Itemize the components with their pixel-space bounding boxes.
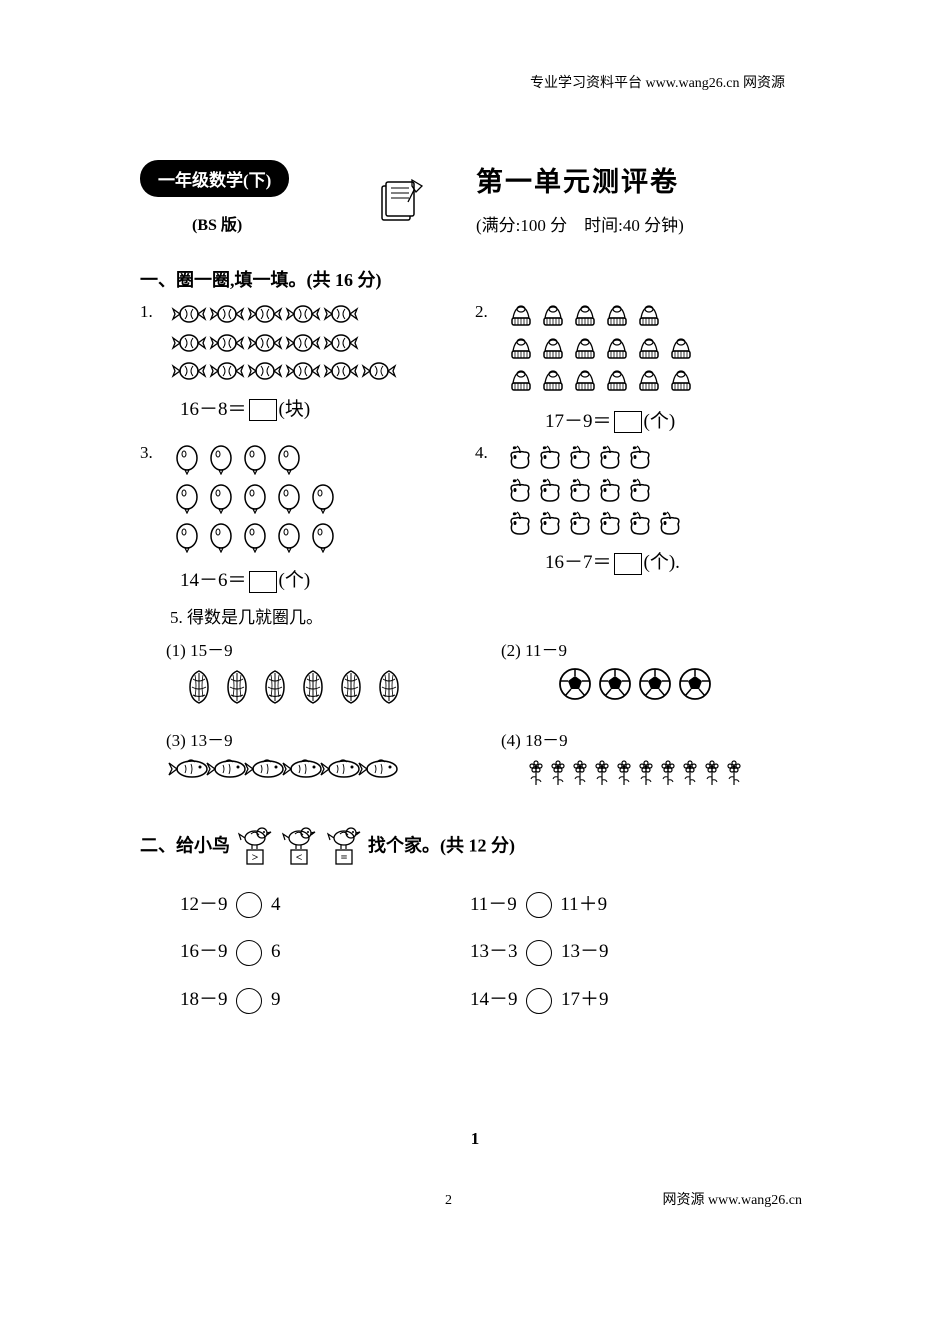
cabbage-row <box>180 667 475 712</box>
compare-grid: 12－9 4 11－9 11＋9 16－9 6 13－3 13－9 18－9 9… <box>180 889 810 1014</box>
answer-blank[interactable] <box>249 399 277 421</box>
expr-r: 14－9 <box>470 989 518 1010</box>
ball-row <box>555 667 810 706</box>
compare-blank[interactable] <box>526 940 552 966</box>
expr-rr: 11＋9 <box>560 894 607 915</box>
section2-heading: 二、给小鸟 > < = 找个家。(共 12 分) <box>140 824 810 871</box>
expr-lr: 4 <box>271 894 281 915</box>
meta-info: (满分:100 分 时间:40 分钟) <box>476 211 684 236</box>
svg-text:=: = <box>340 850 347 864</box>
unit: (个). <box>644 552 680 573</box>
sub-label: (3) 13－9 <box>166 726 475 751</box>
answer-blank[interactable] <box>249 571 277 593</box>
unit: (个) <box>644 411 676 432</box>
answer-blank[interactable] <box>614 553 642 575</box>
expr-lr: 9 <box>271 989 281 1010</box>
worksheet-content: 一年级数学(下) (BS 版) 第一单元测评卷 (满分:100 分 时间:40 … <box>140 160 810 1032</box>
q5-2: (2) 11－9 <box>475 636 810 712</box>
eq-text: 16－7＝ <box>545 552 612 573</box>
heading-post: 找个家。(共 12 分) <box>368 835 515 855</box>
expr-rr: 17＋9 <box>561 989 609 1010</box>
expr-rr: 13－9 <box>561 941 609 962</box>
q1: 1. 16－8＝ (块) <box>140 302 475 433</box>
q3: 3. 14－6＝ (个) <box>140 443 475 592</box>
q5-3: (3) 13－9 <box>140 726 475 792</box>
expr-r: 13－3 <box>470 941 518 962</box>
q5-heading: 5. 得数是几就圈几。 <box>170 603 810 628</box>
header-source: 专业学习资料平台 www.wang26.cn 网资源 <box>530 72 785 92</box>
svg-text:>: > <box>251 850 258 864</box>
bird-gt-icon: > <box>237 824 273 871</box>
footer-source: 网资源 www.wang26.cn <box>663 1189 802 1209</box>
flower-row <box>525 757 810 792</box>
answer-blank[interactable] <box>614 411 642 433</box>
q5-row-3-4: (3) 13－9 (4) 18－9 <box>140 726 810 792</box>
candy-grid <box>170 302 398 388</box>
book-icon <box>378 178 428 229</box>
apple-grid <box>505 443 685 541</box>
expr-lr: 6 <box>271 941 281 962</box>
version-label: (BS 版) <box>192 211 370 235</box>
unit-title: 第一单元测评卷 <box>476 160 684 199</box>
heading-pre: 二、给小鸟 <box>140 835 230 855</box>
expr-l: 12－9 <box>180 894 228 915</box>
q5-row-1-2: (1) 15－9 (2) 11－9 <box>140 636 810 712</box>
q-num: 4. <box>475 443 501 463</box>
q-num: 2. <box>475 302 501 322</box>
bird-eq-icon: = <box>326 824 362 871</box>
grade-badge: 一年级数学(下) <box>140 160 289 197</box>
compare-blank[interactable] <box>236 892 262 918</box>
q1-eq: 16－8＝ (块) <box>180 394 475 422</box>
balloon-grid <box>170 443 340 559</box>
q-row-3-4: 3. 14－6＝ (个) 4. 16－7＝ (个). <box>140 443 810 592</box>
compare-blank[interactable] <box>236 940 262 966</box>
unit: (块) <box>279 399 311 420</box>
eq-text: 17－9＝ <box>545 411 612 432</box>
footer-page: 2 <box>445 1193 452 1209</box>
sub-label: (1) 15－9 <box>166 636 475 661</box>
q3-eq: 14－6＝ (个) <box>180 565 475 593</box>
sub-label: (2) 11－9 <box>501 636 810 661</box>
bird-lt-icon: < <box>281 824 317 871</box>
q5-1: (1) 15－9 <box>140 636 475 712</box>
title-row: 一年级数学(下) (BS 版) 第一单元测评卷 (满分:100 分 时间:40 … <box>140 160 810 236</box>
q4-eq: 16－7＝ (个). <box>545 547 810 575</box>
eq-text: 14－6＝ <box>180 570 247 591</box>
q5-4: (4) 18－9 <box>475 726 810 792</box>
eq-text: 16－8＝ <box>180 399 247 420</box>
unit: (个) <box>279 570 311 591</box>
shuttle-grid <box>505 302 697 400</box>
q2-eq: 17－9＝ (个) <box>545 406 810 434</box>
comp-row: 16－9 6 13－3 13－9 <box>180 936 810 966</box>
expr-r: 11－9 <box>470 894 517 915</box>
comp-row: 18－9 9 14－9 17＋9 <box>180 984 810 1014</box>
section1-heading: 一、圈一圈,填一填。(共 16 分) <box>140 266 810 292</box>
q-row-1-2: 1. 16－8＝ (块) 2. 17－9＝ (个) <box>140 302 810 433</box>
title-main: 第一单元测评卷 (满分:100 分 时间:40 分钟) <box>476 160 684 236</box>
q2: 2. 17－9＝ (个) <box>475 302 810 433</box>
fish-row <box>170 757 475 786</box>
compare-blank[interactable] <box>236 988 262 1014</box>
badge-box: 一年级数学(下) (BS 版) <box>140 160 370 235</box>
q-num: 1. <box>140 302 166 322</box>
comp-row: 12－9 4 11－9 11＋9 <box>180 889 810 919</box>
q-num: 3. <box>140 443 166 463</box>
compare-blank[interactable] <box>526 988 552 1014</box>
svg-text:<: < <box>296 850 303 864</box>
q4: 4. 16－7＝ (个). <box>475 443 810 592</box>
expr-l: 18－9 <box>180 989 228 1010</box>
page-number-main: 1 <box>471 1129 480 1149</box>
compare-blank[interactable] <box>526 892 552 918</box>
sub-label: (4) 18－9 <box>501 726 810 751</box>
expr-l: 16－9 <box>180 941 228 962</box>
